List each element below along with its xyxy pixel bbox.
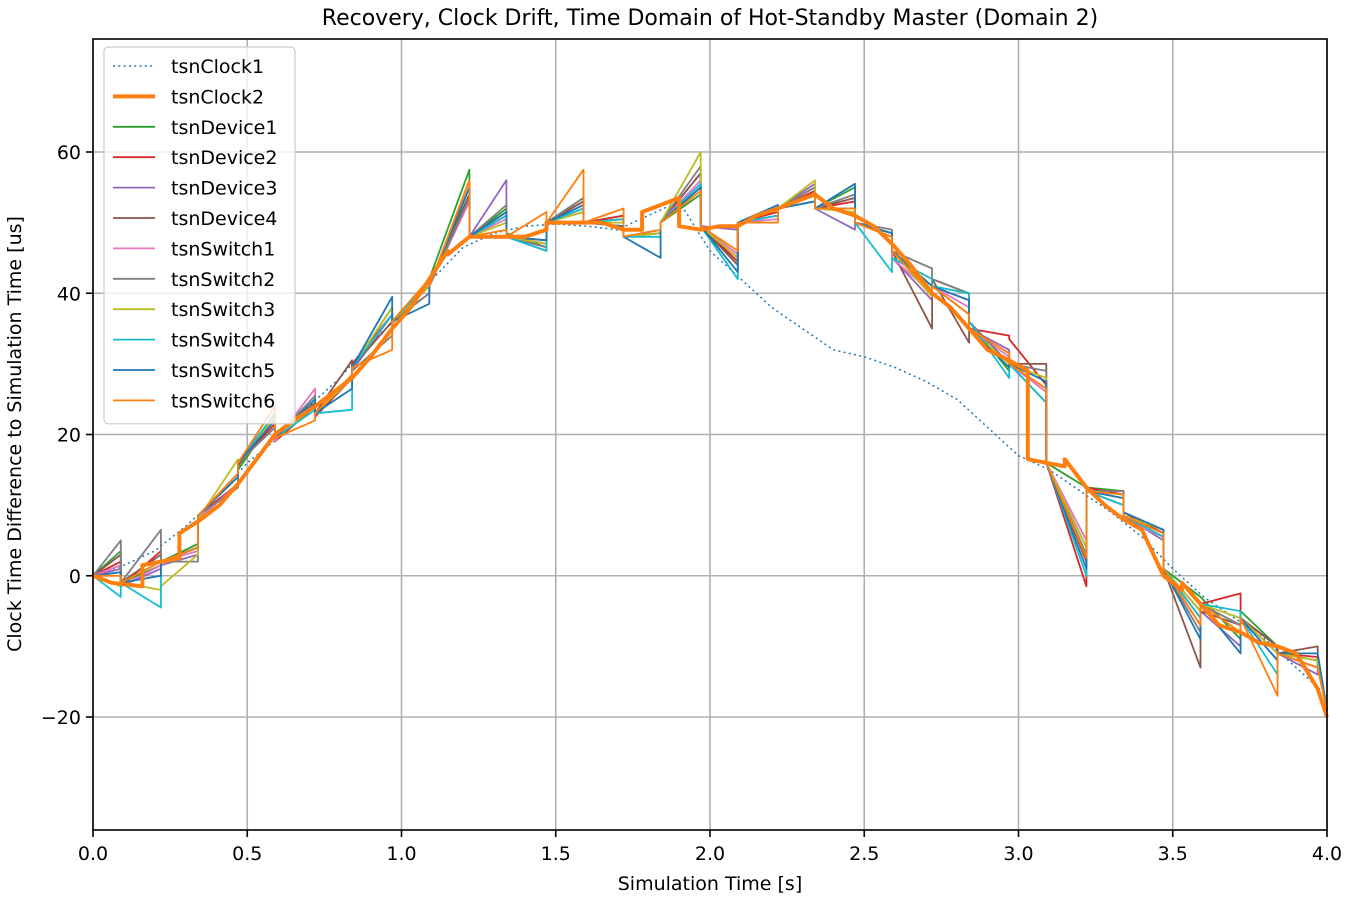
x-axis-label: Simulation Time [s] <box>618 873 803 895</box>
x-tick-label: 1.0 <box>386 843 416 865</box>
y-axis-ticks: −20 0 20 40 60 <box>41 142 93 729</box>
legend-label: tsnDevice1 <box>171 117 277 139</box>
legend-label: tsnClock1 <box>171 56 264 78</box>
legend-label: tsnSwitch5 <box>171 360 275 382</box>
y-tick-label: 20 <box>57 425 81 447</box>
legend: tsnClock1 tsnClock2 tsnDevice1 tsnDevice2 ts… <box>103 46 296 425</box>
x-tick-label: 3.0 <box>1003 843 1033 865</box>
x-tick-label: 2.0 <box>695 843 725 865</box>
x-tick-label: 1.5 <box>541 843 571 865</box>
legend-label: tsnSwitch3 <box>171 299 275 321</box>
legend-label: tsnSwitch4 <box>171 330 275 352</box>
x-axis-ticks: 0.0 0.5 1.0 1.5 2.0 2.5 3.0 3.5 4.0 <box>78 830 1342 865</box>
legend-label: tsnDevice2 <box>171 147 277 169</box>
x-tick-label: 0.0 <box>78 843 108 865</box>
y-tick-label: 0 <box>69 566 81 588</box>
legend-label: tsnDevice3 <box>171 178 277 200</box>
x-tick-label: 2.5 <box>849 843 879 865</box>
x-tick-label: 0.5 <box>232 843 262 865</box>
legend-label: tsnSwitch1 <box>171 238 275 260</box>
legend-label: tsnSwitch2 <box>171 269 275 291</box>
legend-label: tsnDevice4 <box>171 208 277 230</box>
y-tick-label: −20 <box>41 707 81 729</box>
y-tick-label: 40 <box>57 283 81 305</box>
series-line-tsnswitch6 <box>93 168 1328 711</box>
x-tick-label: 3.5 <box>1158 843 1188 865</box>
x-tick-label: 4.0 <box>1312 843 1342 865</box>
chart-title: Recovery, Clock Drift, Time Domain of Ho… <box>322 6 1098 31</box>
series-line-tsnclock1 <box>92 200 1328 697</box>
y-axis-label: Clock Time Difference to Simulation Time… <box>4 216 26 652</box>
legend-label: tsnClock2 <box>171 86 264 108</box>
y-tick-label: 60 <box>57 142 81 164</box>
series-line-tsnclock2 <box>92 192 1329 718</box>
legend-box <box>103 46 296 425</box>
legend-label: tsnSwitch6 <box>171 390 275 412</box>
